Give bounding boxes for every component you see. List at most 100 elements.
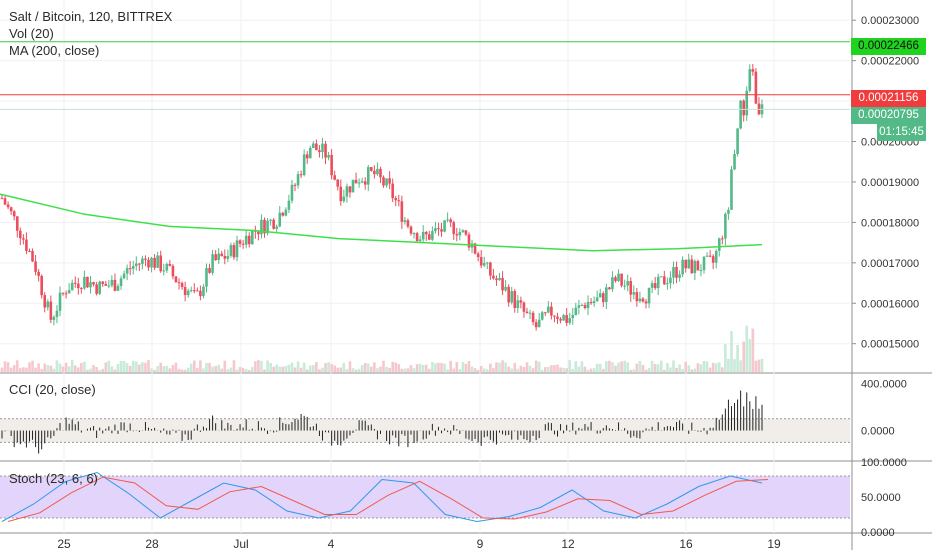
candle-body xyxy=(305,154,309,159)
candle-body xyxy=(263,219,266,234)
volume-bar xyxy=(659,360,663,372)
volume-bar xyxy=(95,367,98,372)
candle-body xyxy=(250,230,254,245)
stoch-tick-label: 0.0000 xyxy=(861,527,895,539)
volume-bar xyxy=(226,369,230,372)
candle-body xyxy=(15,216,19,231)
volume-bar xyxy=(580,361,584,372)
volume-bar xyxy=(498,362,501,372)
volume-bar xyxy=(345,369,349,372)
volume-bar xyxy=(586,369,590,372)
candle-body xyxy=(116,285,120,291)
volume-bar xyxy=(61,366,65,372)
volume-bar xyxy=(492,368,495,372)
candle-body xyxy=(40,275,43,296)
candle-body xyxy=(605,287,608,303)
volume-bar xyxy=(452,368,456,372)
candle-body xyxy=(632,292,636,295)
candle-body xyxy=(705,255,709,257)
volume-bar xyxy=(537,361,541,372)
candle-body xyxy=(455,234,459,236)
candle-body xyxy=(107,285,111,287)
volume-bar xyxy=(437,362,440,372)
volume-bar xyxy=(141,362,144,372)
volume-bar xyxy=(635,363,639,372)
candle-body xyxy=(202,286,205,297)
volume-bar xyxy=(754,360,758,372)
volume-bar xyxy=(247,369,251,372)
volume-bar xyxy=(669,367,672,372)
volume-bar xyxy=(742,341,745,372)
volume-bar xyxy=(598,363,602,372)
volume-bar xyxy=(278,366,282,372)
candle-body xyxy=(281,212,285,216)
candle-body xyxy=(412,233,416,235)
candle-body xyxy=(543,312,547,314)
candle-body xyxy=(125,268,129,274)
volume-bar xyxy=(357,368,361,372)
candle-body xyxy=(52,316,56,320)
ma-200-line xyxy=(0,193,763,252)
volume-bar xyxy=(52,368,56,372)
volume-bar xyxy=(12,365,16,372)
candle-body xyxy=(223,256,227,259)
horizontal-lines xyxy=(0,41,850,110)
candle-body xyxy=(327,154,330,158)
candle-body xyxy=(290,184,294,201)
volume-bar xyxy=(672,360,675,372)
candle-body xyxy=(681,259,684,275)
volume-bar xyxy=(589,368,593,372)
volume-bar xyxy=(354,369,358,372)
candle-body xyxy=(623,285,626,287)
volume-bar xyxy=(565,368,568,372)
candle-body xyxy=(232,245,236,258)
volume-bar xyxy=(156,366,159,372)
candle-body xyxy=(501,277,504,291)
volume-bar xyxy=(730,331,733,372)
candle-body xyxy=(620,273,623,286)
candle-body xyxy=(571,315,575,319)
candle-body xyxy=(278,212,282,227)
volume-bar xyxy=(58,363,62,372)
candle-body xyxy=(669,277,672,284)
candle-body xyxy=(464,230,468,235)
candle-body xyxy=(690,259,694,274)
candle-body xyxy=(141,258,144,264)
volume-bar xyxy=(467,360,471,372)
volume-bar xyxy=(189,363,193,372)
candle-body xyxy=(171,265,175,277)
candle-body xyxy=(73,282,77,284)
volume-bar xyxy=(617,362,620,372)
candle-body xyxy=(739,100,742,129)
candle-body xyxy=(684,259,687,269)
candle-body xyxy=(666,283,669,285)
candle-body xyxy=(385,178,388,186)
candle-body xyxy=(58,292,62,311)
volume-bar xyxy=(434,363,437,372)
candle-body xyxy=(659,276,663,278)
candle-body xyxy=(708,255,712,257)
candle-body xyxy=(724,213,727,239)
candle-body xyxy=(354,179,358,184)
volume-bar xyxy=(376,368,379,372)
volume-bar xyxy=(192,360,196,372)
volume-bar xyxy=(721,367,724,372)
volume-bar xyxy=(601,368,605,372)
candle-body xyxy=(272,219,275,229)
volume-bar xyxy=(360,365,364,372)
candle-body xyxy=(339,186,343,202)
volume-bar xyxy=(293,367,297,372)
candle-body xyxy=(672,266,675,278)
volume-bar xyxy=(315,362,318,372)
candle-body xyxy=(260,219,263,235)
volume-bar xyxy=(739,360,742,372)
volume-bar xyxy=(458,369,462,372)
volume-bar xyxy=(666,363,669,372)
volume-bar xyxy=(501,360,504,372)
volume-bar xyxy=(296,361,300,372)
volume-bar xyxy=(232,360,236,372)
volume-bar xyxy=(284,365,288,372)
candle-body xyxy=(0,198,4,200)
candle-body xyxy=(650,283,654,288)
